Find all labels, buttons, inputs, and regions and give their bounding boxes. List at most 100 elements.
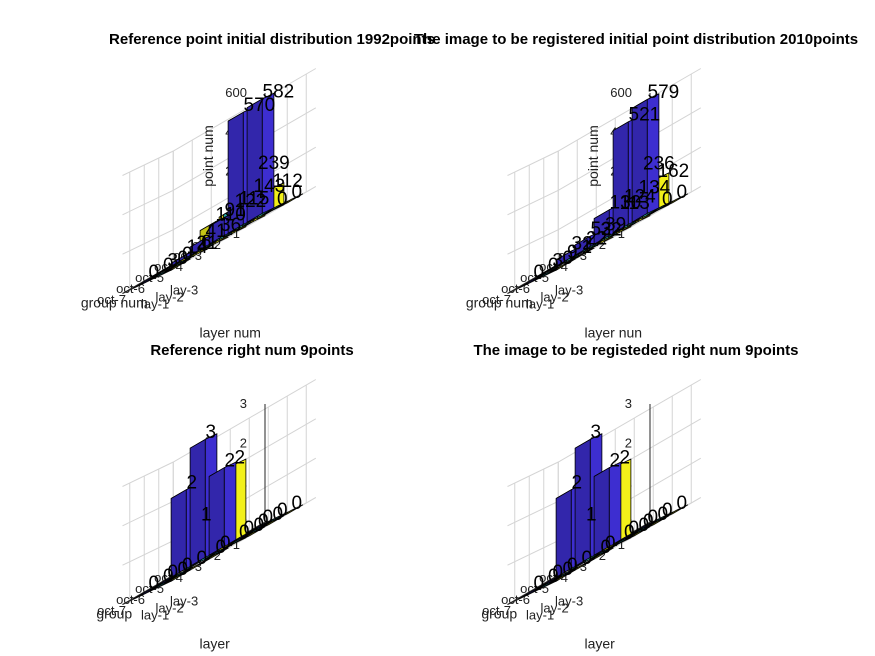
value-label: 22	[586, 229, 607, 250]
value-label: 0	[605, 533, 616, 554]
layer-tick-label: lay-1	[141, 608, 169, 623]
value-label: 2	[620, 447, 631, 468]
y-axis-label: layer nun	[585, 325, 643, 341]
layer-tick-label: lay-2	[541, 290, 569, 305]
bar-top	[132, 273, 161, 289]
value-labels: 5795211305232300236124392290016213411332…	[534, 82, 690, 283]
value-label: 0	[273, 504, 284, 525]
bar-oct-1-lay-2	[261, 200, 289, 216]
value-label: 0	[292, 493, 303, 514]
bars	[517, 93, 689, 289]
chart-panel-2: The image to be registered initial point…	[414, 31, 858, 341]
layer-tick-label: lay-3	[555, 594, 583, 609]
bar-oct-6-lay-1	[536, 573, 565, 589]
value-label: 143	[254, 176, 286, 197]
value-label: 2	[572, 472, 583, 493]
z-tick-label: 600	[610, 85, 632, 100]
value-label: 134	[639, 178, 671, 199]
z-axis-label: point num	[200, 125, 216, 186]
bar-top	[199, 548, 228, 564]
bar-top	[584, 548, 613, 564]
bar-oct-5-lay-3	[584, 548, 613, 564]
value-label: 0	[648, 507, 659, 528]
value-label: 0	[178, 559, 189, 580]
chart-panel-3: Reference right num 9points0123point num…	[96, 342, 353, 652]
group-tick-label: oct-7	[97, 292, 126, 307]
z-tick-label: 3	[625, 396, 632, 411]
bar-oct-1-lay-1	[631, 93, 660, 223]
value-label: 0	[662, 189, 673, 210]
bar-top	[246, 518, 275, 534]
value-label: 0	[534, 262, 545, 283]
bars	[132, 92, 304, 289]
value-label: 0	[553, 562, 564, 583]
value-label: 239	[258, 153, 290, 174]
value-label: 0	[629, 518, 640, 539]
value-label: 0	[563, 248, 574, 269]
z-tick-label: 3	[240, 396, 247, 411]
value-label: 521	[629, 105, 661, 126]
value-label: 3	[553, 250, 564, 271]
value-label: 0	[182, 244, 193, 265]
group-tick-label: oct-6	[116, 281, 145, 296]
value-label: 0	[658, 504, 669, 525]
layer-tick-label: lay-2	[156, 601, 184, 616]
bar-oct-6-lay-1	[151, 573, 180, 589]
value-label: 0	[254, 515, 265, 536]
value-label: 115	[239, 188, 269, 209]
value-label: 0	[149, 262, 160, 283]
layer-tick-label: lay-3	[555, 283, 583, 298]
value-label: 0	[163, 255, 174, 276]
group-tick-label: oct-6	[501, 281, 530, 296]
bar-oct-7-lay-1	[132, 273, 161, 289]
chart-title: The image to be registeded right num 9po…	[473, 342, 798, 359]
value-label: 112	[273, 171, 303, 192]
value-label: 0	[216, 537, 227, 558]
value-label: 1	[586, 505, 597, 526]
value-label: 2	[225, 450, 236, 471]
value-label: 0	[677, 493, 688, 514]
value-label: 14	[187, 237, 209, 258]
value-label: 3	[206, 422, 217, 443]
bar-oct-3-lay-1	[208, 461, 237, 556]
value-label: 0	[277, 189, 288, 210]
value-label: 579	[648, 82, 680, 103]
value-label: 0	[677, 182, 688, 203]
group-tick-label: oct-5	[520, 581, 549, 596]
x-axis-label: group num	[81, 294, 148, 310]
value-label: 162	[658, 161, 690, 182]
chart-panel-1: Reference point initial distribution 199…	[81, 31, 435, 341]
chart-panel-4: The image to be registeded right num 9po…	[473, 342, 798, 652]
layer-tick-label: lay-1	[141, 297, 169, 312]
chart-title: Reference right num 9points	[150, 342, 353, 359]
value-label: 52	[591, 219, 612, 240]
value-label: 0	[292, 182, 303, 203]
bar-oct-1-lay-1	[631, 518, 660, 534]
layer-tick-label: lay-1	[526, 608, 554, 623]
bar-oct-7-lay-1	[517, 273, 546, 289]
value-label: 36	[220, 215, 241, 236]
value-label: 2	[610, 450, 621, 471]
value-label: 0	[178, 248, 189, 269]
x-axis-label: group	[481, 605, 517, 621]
value-label: 21	[197, 233, 218, 254]
bar-top	[166, 255, 194, 271]
bar-oct-5-lay-3	[199, 548, 228, 564]
value-label: 0	[220, 533, 231, 554]
value-label: 0	[258, 511, 269, 532]
z-axis-label: point num	[585, 125, 601, 186]
value-label: 130	[610, 192, 642, 213]
bars	[517, 433, 689, 600]
layer-tick-label: lay-2	[156, 290, 184, 305]
layer-tick-label: lay-1	[526, 297, 554, 312]
value-label: 110	[216, 204, 246, 225]
value-label: 0	[163, 566, 174, 587]
z-tick-label: 2	[240, 435, 247, 450]
value-label: 0	[601, 537, 612, 558]
value-label: 570	[244, 95, 276, 116]
group-tick-label: oct-7	[97, 603, 126, 618]
value-label: 0	[548, 566, 559, 587]
